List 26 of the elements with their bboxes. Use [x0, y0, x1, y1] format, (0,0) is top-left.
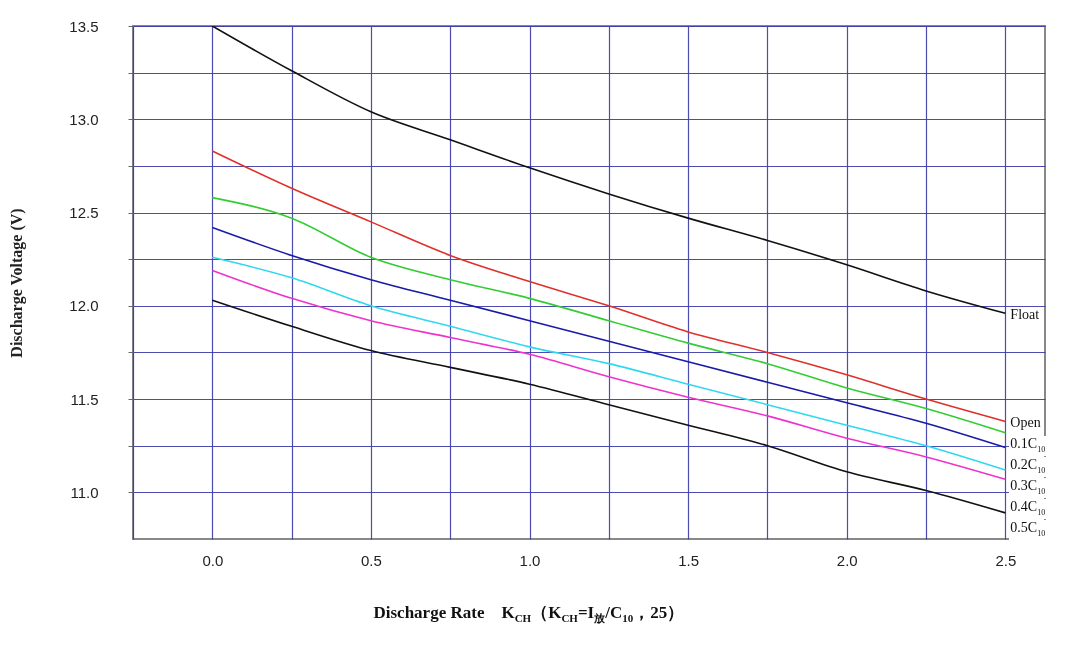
y-tick-label: 13.0: [69, 110, 99, 128]
series-label: 0.5C$_{10}$: [1009, 520, 1047, 541]
series-label: Float: [1009, 307, 1041, 325]
text: Discharge Rate K$_{CH}$（K$_{CH}$=I$_{放}$/C$_{10}$，25）: [373, 603, 685, 625]
series-label: Open: [1009, 415, 1042, 433]
x-tick-label: 2.5: [995, 551, 1017, 569]
y-tick-label: 13.5: [69, 17, 99, 35]
series-label: 0.4C$_{10}$: [1009, 499, 1047, 520]
series-label: 0.1C$_{10}$: [1009, 436, 1047, 457]
y-axis-title: Discharge Voltage (V): [8, 208, 27, 358]
x-tick-label: 1.5: [678, 551, 700, 569]
line-series: [211, 150, 1007, 423]
x-tick-label: 0.0: [202, 551, 224, 569]
x-tick-label: 1.0: [519, 551, 541, 569]
y-tick-label: 11.0: [70, 483, 99, 501]
line-series: [211, 196, 1007, 434]
y-tick-label: 11.5: [70, 390, 99, 408]
line-series: [211, 299, 1007, 514]
x-tick-label: 0.5: [360, 551, 382, 569]
line-series: [211, 226, 1007, 449]
series-label: 0.3C$_{10}$: [1009, 478, 1047, 499]
x-tick-label: 2.0: [836, 551, 858, 569]
series-label: 0.2C$_{10}$: [1009, 457, 1047, 478]
line-series: [211, 26, 1007, 315]
y-tick-label: 12.0: [69, 297, 99, 315]
y-tick-label: 12.5: [69, 204, 99, 222]
